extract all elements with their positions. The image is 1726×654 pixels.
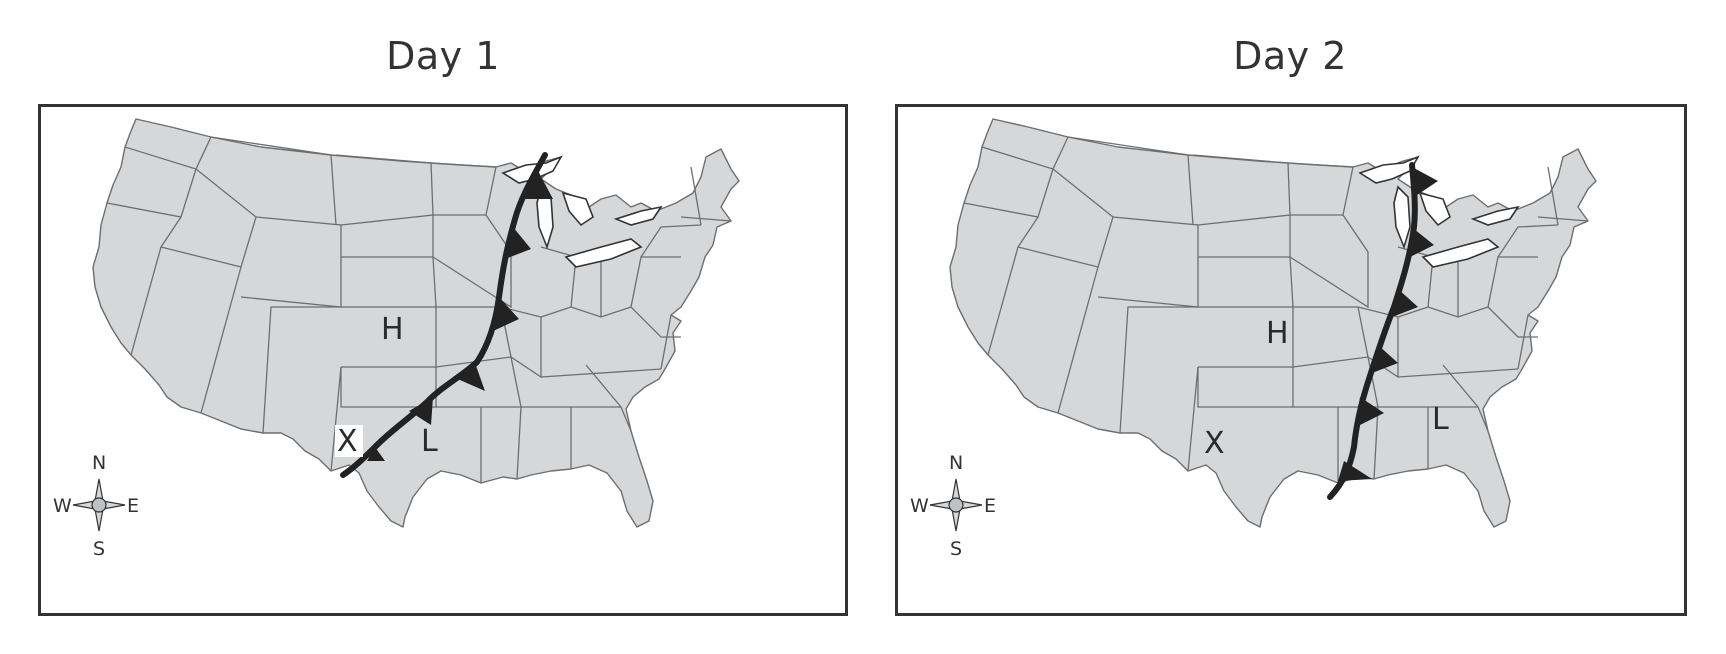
compass-south: S	[950, 538, 962, 560]
front-triangle	[1410, 229, 1434, 257]
panel-title-day2: Day 2	[1233, 34, 1347, 78]
low-pressure-label: L	[421, 424, 438, 459]
front-triangle	[1372, 345, 1398, 373]
front-triangle	[491, 297, 519, 332]
front-triangle	[409, 397, 433, 425]
x-label-halo	[335, 425, 363, 457]
high-pressure-label: H	[1266, 316, 1289, 351]
compass-rose-icon: N S E W	[910, 452, 996, 560]
compass-north: N	[92, 452, 106, 474]
us-landmass	[92, 118, 740, 528]
cold-front-line	[340, 152, 548, 478]
panel-title-day1: Day 1	[386, 34, 500, 78]
compass-west: W	[53, 495, 72, 517]
us-states-day1	[92, 118, 740, 528]
us-map-day2: H L X N S E W	[910, 118, 1597, 560]
map-panel-day1: H L X N S E W	[38, 104, 848, 616]
location-x-label: X	[1204, 426, 1225, 461]
compass-east: E	[127, 495, 139, 517]
front-triangle	[1338, 461, 1372, 481]
cold-front-day2	[1327, 162, 1438, 500]
front-triangle	[523, 169, 553, 199]
state-borders-day2	[963, 136, 1589, 483]
us-states-day2	[949, 118, 1597, 528]
compass-north: N	[949, 452, 963, 474]
location-x-label: X	[337, 424, 358, 459]
high-pressure-label: H	[381, 312, 404, 347]
us-map-day1: H L X N S E W	[53, 118, 740, 560]
compass-rose-icon: N S E W	[53, 452, 139, 560]
front-triangle	[1392, 289, 1418, 317]
cold-front-day1	[340, 152, 553, 478]
cold-front-line	[1327, 162, 1418, 500]
great-lakes	[501, 155, 663, 268]
front-triangle	[1412, 167, 1438, 197]
compass-west: W	[910, 495, 929, 517]
compass-south: S	[93, 538, 105, 560]
front-triangle	[505, 227, 531, 259]
low-pressure-label: L	[1432, 402, 1449, 437]
front-triangle	[367, 447, 385, 461]
front-triangle	[453, 363, 485, 391]
compass-east: E	[984, 495, 996, 517]
state-borders-day1	[106, 136, 732, 483]
front-triangle	[1356, 397, 1384, 427]
map-panel-day2: H L X N S E W	[895, 104, 1687, 616]
